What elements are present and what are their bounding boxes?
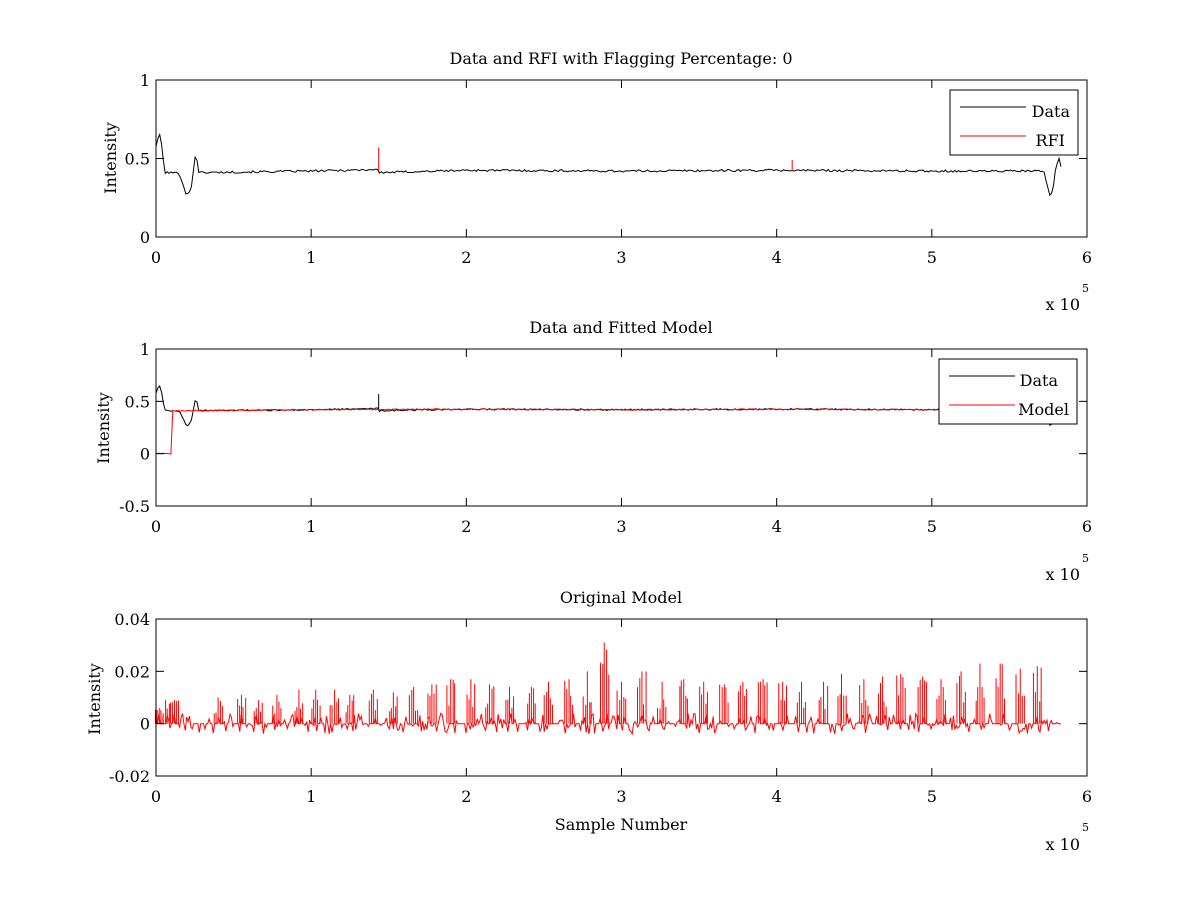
x-multiplier-base: x 10	[1046, 295, 1080, 314]
y-tick-label: 1	[140, 340, 150, 359]
x-tick-label: 4	[772, 787, 782, 806]
x-tick-label: 1	[306, 517, 316, 536]
x-tick-label: 3	[616, 787, 626, 806]
x-tick-label: 2	[461, 248, 471, 267]
x-tick-label: 0	[151, 517, 161, 536]
x-tick-label: 3	[616, 248, 626, 267]
x-multiplier-base: x 10	[1046, 565, 1080, 584]
legend-label-data: Data	[1032, 102, 1071, 121]
x-tick-label: 1	[306, 248, 316, 267]
y-tick-label: 0	[140, 228, 150, 247]
x-tick-label: 6	[1082, 248, 1092, 267]
series-line	[155, 132, 1062, 197]
legend-box	[938, 358, 1078, 425]
y-axis-label: Intensity	[94, 392, 113, 464]
y-tick-label: -0.02	[109, 767, 150, 786]
x-tick-label: 5	[927, 787, 937, 806]
legend: Data RFI	[949, 89, 1079, 156]
y-axis-label: Intensity	[85, 663, 104, 735]
x-axis-label: Sample Number	[555, 815, 688, 834]
panel-title: Original Model	[560, 588, 682, 607]
plot-area: 0 1 2 3 4 5 6 0 0.5 1	[125, 71, 1093, 267]
plot-area: 0 1 2 3 4 5 6-0.500.51	[119, 340, 1092, 536]
x-tick-label: 5	[927, 517, 937, 536]
legend-label-model: Model	[1018, 400, 1069, 419]
x-tick-label: 1	[306, 787, 316, 806]
x-tick-label: 4	[772, 517, 782, 536]
legend-label-rfi: RFI	[1036, 131, 1065, 150]
x-tick-label: 2	[461, 517, 471, 536]
y-tick-label: 0	[140, 715, 150, 734]
series-line	[155, 408, 1062, 455]
y-tick-label: 0.02	[114, 662, 150, 681]
y-tick-label: 0.5	[125, 392, 150, 411]
panel-fitted-model: Data and Fitted Model Intensity 0 1 2 3 4 5 6 -…	[94, 318, 1092, 584]
x-multiplier-exponent: 5	[1082, 821, 1089, 834]
series-line	[155, 711, 1061, 736]
y-tick-label: 0.04	[114, 610, 150, 629]
panel-original-model: Original Model Intensity 0 1 2 3 4 5 6-0.0200.…	[85, 588, 1092, 854]
x-multiplier-exponent: 5	[1082, 552, 1089, 565]
x-tick-label: 0	[151, 248, 161, 267]
legend-box	[949, 89, 1079, 156]
x-multiplier-base: x 10	[1046, 835, 1080, 854]
x-tick-label: 5	[927, 248, 937, 267]
y-tick-label: 0	[140, 445, 150, 464]
y-axis-label: Intensity	[101, 122, 120, 194]
y-tick-label: -0.5	[119, 497, 150, 516]
y-tick-label: 0.5	[125, 150, 150, 169]
legend-label-data: Data	[1020, 371, 1059, 390]
panel-title: Data and RFI with Flagging Percentage: 0	[449, 49, 792, 68]
x-tick-label: 3	[616, 517, 626, 536]
x-tick-label: 6	[1082, 787, 1092, 806]
legend: Data Model	[938, 358, 1078, 425]
x-tick-label: 2	[461, 787, 471, 806]
plot-background	[156, 80, 1087, 237]
x-multiplier-exponent: 5	[1082, 282, 1089, 295]
x-tick-label: 0	[151, 787, 161, 806]
x-tick-label: 6	[1082, 517, 1092, 536]
y-tick-label: 1	[140, 71, 150, 90]
panel-title: Data and Fitted Model	[529, 318, 712, 337]
panel-rfi: Data and RFI with Flagging Percentage: 0…	[101, 49, 1092, 314]
plot-background	[156, 349, 1087, 506]
x-tick-label: 4	[772, 248, 782, 267]
